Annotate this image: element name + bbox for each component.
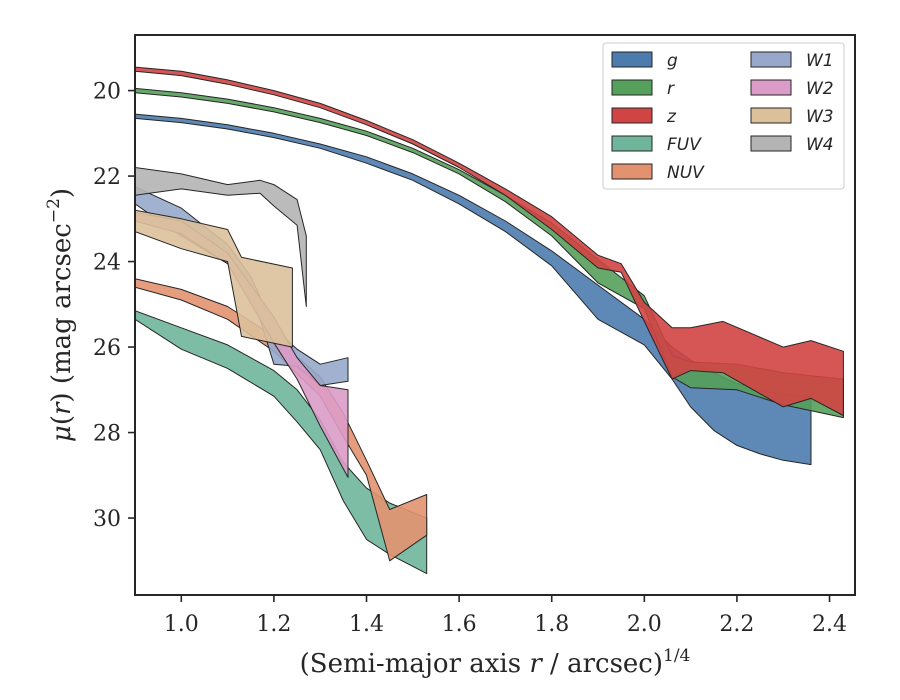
y-axis-label: μ(r) (mag arcsec−2) <box>44 188 77 442</box>
legend-swatch-g <box>611 51 653 68</box>
legend-label-nuv: NUV <box>667 163 705 183</box>
x-axis-label: (Semi-major axis r / arcsec)1/4 <box>300 646 691 679</box>
band-fuv <box>135 310 428 575</box>
legend-swatch-nuv <box>611 163 653 180</box>
legend-label-w3: W3 <box>806 107 834 127</box>
legend-swatch-w4 <box>750 135 792 152</box>
legend-label-w4: W4 <box>806 135 834 155</box>
legend-label-w2: W2 <box>806 79 834 99</box>
axes-frame <box>134 34 856 596</box>
legend-label-r: r <box>667 79 675 99</box>
y-tick-label: 22 <box>93 165 121 190</box>
legend-swatch-w3 <box>750 107 792 124</box>
y-axis-ticks: 20 22 24 26 28 30 <box>93 80 135 532</box>
x-tick-label: 1.0 <box>164 612 199 637</box>
x-tick-label: 2.4 <box>812 612 847 637</box>
legend-label-z: z <box>666 107 677 127</box>
legend: grz FUV NUV W1 W2 W3 W4 <box>602 42 845 190</box>
x-tick-label: 2.0 <box>627 612 662 637</box>
band-w4 <box>135 167 307 307</box>
x-axis-ticks: 1.0 1.2 1.4 1.6 1.8 2.0 2.2 2.4 <box>164 595 847 637</box>
legend-label-w1: W1 <box>806 51 834 71</box>
legend-label-fuv: FUV <box>667 135 702 155</box>
y-tick-label: 24 <box>93 251 121 276</box>
y-tick-label: 26 <box>93 336 121 361</box>
band-g <box>135 113 812 466</box>
y-tick-label: 20 <box>93 80 121 105</box>
legend-label-g: g <box>667 51 678 71</box>
x-tick-label: 1.2 <box>256 612 291 637</box>
legend-swatch-w2 <box>750 79 792 96</box>
x-tick-label: 2.2 <box>719 612 754 637</box>
y-tick-label: 30 <box>93 507 121 532</box>
x-tick-label: 1.8 <box>534 612 569 637</box>
legend-swatch-z <box>611 107 653 124</box>
band-w3 <box>135 209 293 348</box>
band-z <box>135 66 844 416</box>
legend-swatch-r <box>611 79 653 96</box>
profile-bands <box>135 66 844 575</box>
y-tick-label: 28 <box>93 422 121 447</box>
legend-swatch-fuv <box>611 135 653 152</box>
legend-swatch-w1 <box>750 51 792 68</box>
x-tick-label: 1.4 <box>349 612 384 637</box>
x-tick-label: 1.6 <box>442 612 477 637</box>
